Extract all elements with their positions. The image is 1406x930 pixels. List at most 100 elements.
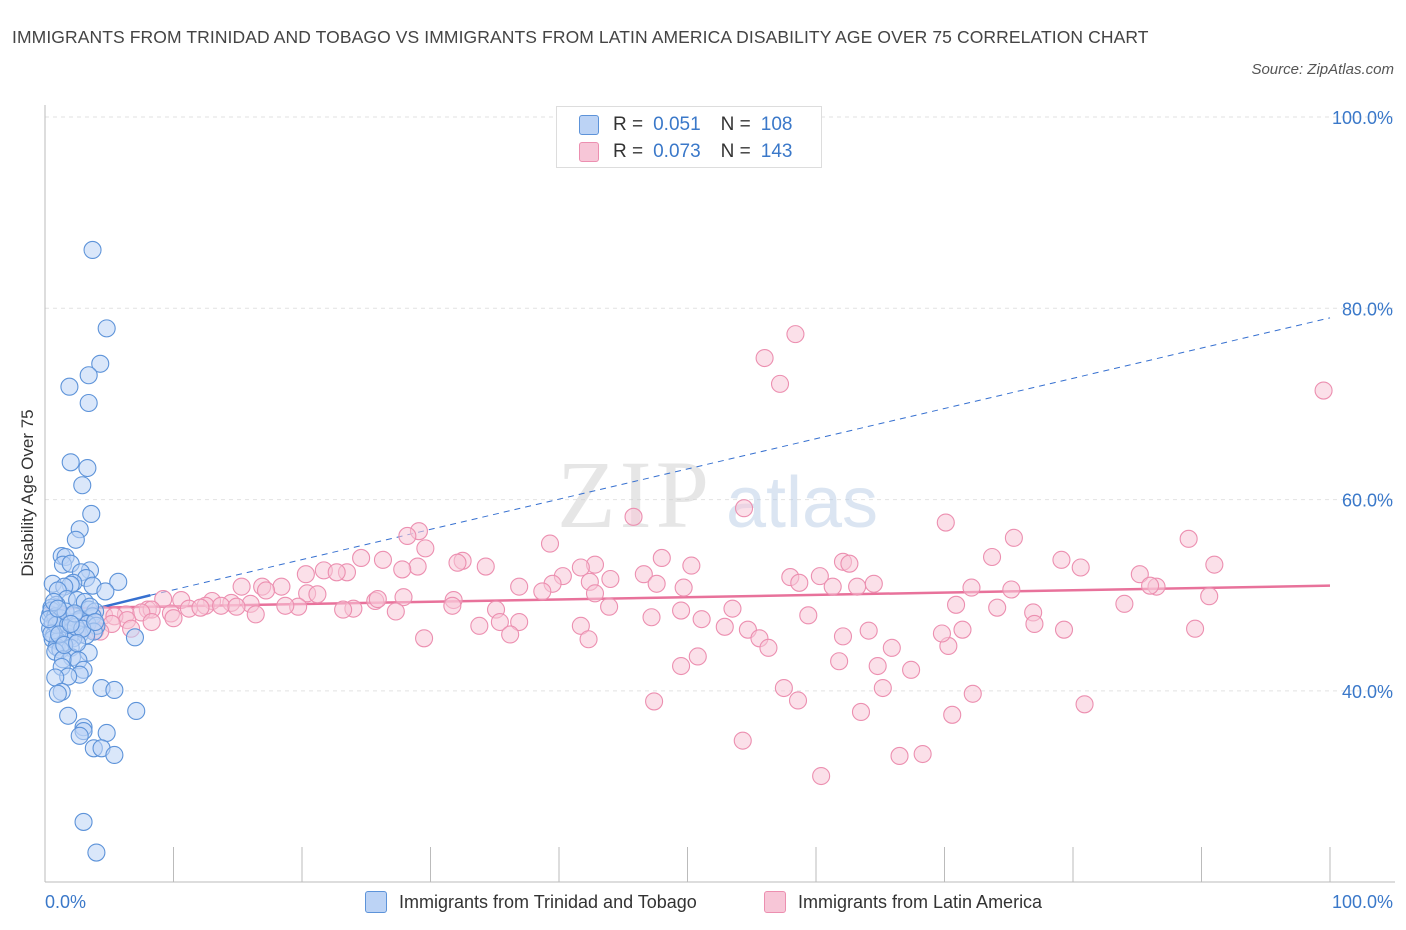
data-point-latin-america <box>600 597 619 616</box>
stats-legend: R = 0.051 N = 108 R = 0.073 N = 143 <box>556 106 822 168</box>
data-point-trinidad-tobago <box>83 240 102 260</box>
data-point-latin-america <box>723 599 742 618</box>
legend-row-latin: R = 0.073 N = 143 <box>579 140 792 164</box>
legend-swatch-blue <box>579 115 599 135</box>
data-point-latin-america <box>759 638 778 657</box>
data-point-latin-america <box>812 766 831 786</box>
data-point-latin-america <box>476 557 495 576</box>
legend-n-value-pink: 143 <box>760 141 793 162</box>
data-point-trinidad-tobago <box>66 530 85 549</box>
data-point-trinidad-tobago <box>87 843 106 862</box>
legend-r-label: R = <box>613 114 644 135</box>
data-point-latin-america <box>936 513 955 532</box>
data-point-latin-america <box>408 557 427 576</box>
data-point-latin-america <box>799 606 818 625</box>
data-point-trinidad-tobago <box>86 612 105 632</box>
data-point-latin-america <box>571 616 590 635</box>
data-point-latin-america <box>352 548 371 567</box>
legend-r-value-blue: 0.051 <box>653 114 701 135</box>
series-label-latin: Immigrants from Latin America <box>798 891 1043 912</box>
data-point-latin-america <box>848 577 867 596</box>
data-point-latin-america <box>296 565 315 584</box>
data-point-trinidad-tobago <box>82 504 101 523</box>
data-point-trinidad-tobago <box>97 723 116 743</box>
y-tick-label: 80.0% <box>1342 299 1393 319</box>
data-point-trinidad-tobago <box>79 366 98 385</box>
data-point-trinidad-tobago <box>70 726 89 745</box>
data-point-latin-america <box>947 595 966 614</box>
watermark: ZIP atlas <box>557 441 878 548</box>
data-point-trinidad-tobago <box>79 393 98 413</box>
x-tick-label: 100.0% <box>1332 892 1393 912</box>
data-point-latin-america <box>1186 619 1205 638</box>
data-point-latin-america <box>672 601 691 620</box>
data-point-latin-america <box>1025 614 1044 633</box>
data-point-latin-america <box>579 630 598 649</box>
data-point-trinidad-tobago <box>73 476 92 495</box>
data-point-latin-america <box>902 660 921 679</box>
data-point-latin-america <box>1075 695 1094 714</box>
data-point-latin-america <box>368 590 387 609</box>
data-point-latin-america <box>682 556 701 575</box>
data-point-latin-america <box>393 560 412 579</box>
data-point-trinidad-tobago <box>78 458 97 478</box>
data-point-latin-america <box>810 567 829 586</box>
y-tick-label: 60.0% <box>1342 491 1393 511</box>
data-point-latin-america <box>774 678 793 698</box>
data-point-latin-america <box>601 569 620 589</box>
latin-america-points <box>68 325 1333 786</box>
data-point-latin-america <box>943 705 962 724</box>
data-point-latin-america <box>334 600 353 619</box>
data-point-latin-america <box>443 596 462 615</box>
data-point-latin-america <box>571 558 590 577</box>
data-point-latin-america <box>373 550 393 569</box>
data-point-trinidad-tobago <box>68 634 87 653</box>
data-point-trinidad-tobago <box>125 628 144 647</box>
data-point-latin-america <box>770 374 790 393</box>
data-point-latin-america <box>868 656 887 676</box>
tick-labels: 40.0% 60.0% 80.0% 100.0% 0.0% 100.0% <box>45 108 1393 912</box>
data-point-latin-america <box>734 499 754 518</box>
data-point-latin-america <box>652 548 671 567</box>
legend-row-trinidad: R = 0.051 N = 108 <box>579 113 792 137</box>
data-point-latin-america <box>490 612 509 632</box>
x-tick-label: 0.0% <box>45 892 86 912</box>
data-point-trinidad-tobago <box>105 745 124 765</box>
data-point-latin-america <box>645 692 664 711</box>
data-point-latin-america <box>672 656 691 676</box>
data-point-latin-america <box>830 652 849 671</box>
data-point-latin-america <box>272 577 291 596</box>
data-point-trinidad-tobago <box>97 319 116 338</box>
legend-r-value-pink: 0.073 <box>653 141 701 162</box>
data-point-trinidad-tobago <box>80 597 100 616</box>
data-point-latin-america <box>1071 558 1090 577</box>
data-point-latin-america <box>1054 620 1074 639</box>
data-point-latin-america <box>674 578 693 597</box>
chart-title: IMMIGRANTS FROM TRINIDAD AND TOBAGO VS I… <box>12 27 1149 47</box>
legend-n-value-blue: 108 <box>760 114 793 135</box>
y-tick-label: 100.0% <box>1332 108 1393 128</box>
y-axis-label: Disability Age Over 75 <box>18 409 37 576</box>
data-point-latin-america <box>415 629 434 648</box>
data-point-latin-america <box>276 596 295 615</box>
data-point-trinidad-tobago <box>96 582 115 601</box>
data-point-trinidad-tobago <box>60 377 79 396</box>
data-point-latin-america <box>416 539 435 558</box>
data-point-latin-america <box>256 581 276 600</box>
data-point-latin-america <box>755 348 774 368</box>
data-point-latin-america <box>988 598 1007 617</box>
data-point-latin-america <box>962 578 981 597</box>
data-point-latin-america <box>647 574 666 593</box>
data-point-latin-america <box>1004 528 1023 547</box>
data-point-latin-america <box>715 617 734 636</box>
data-point-latin-america <box>448 553 467 572</box>
data-point-latin-america <box>191 598 210 617</box>
series-swatch-blue <box>365 891 387 913</box>
data-point-trinidad-tobago <box>48 599 67 618</box>
data-point-latin-america <box>932 624 951 643</box>
series-legend-trinidad: Immigrants from Trinidad and Tobago <box>365 889 697 915</box>
data-point-latin-america <box>788 691 808 710</box>
data-point-latin-america <box>790 573 809 592</box>
data-point-latin-america <box>510 577 529 596</box>
